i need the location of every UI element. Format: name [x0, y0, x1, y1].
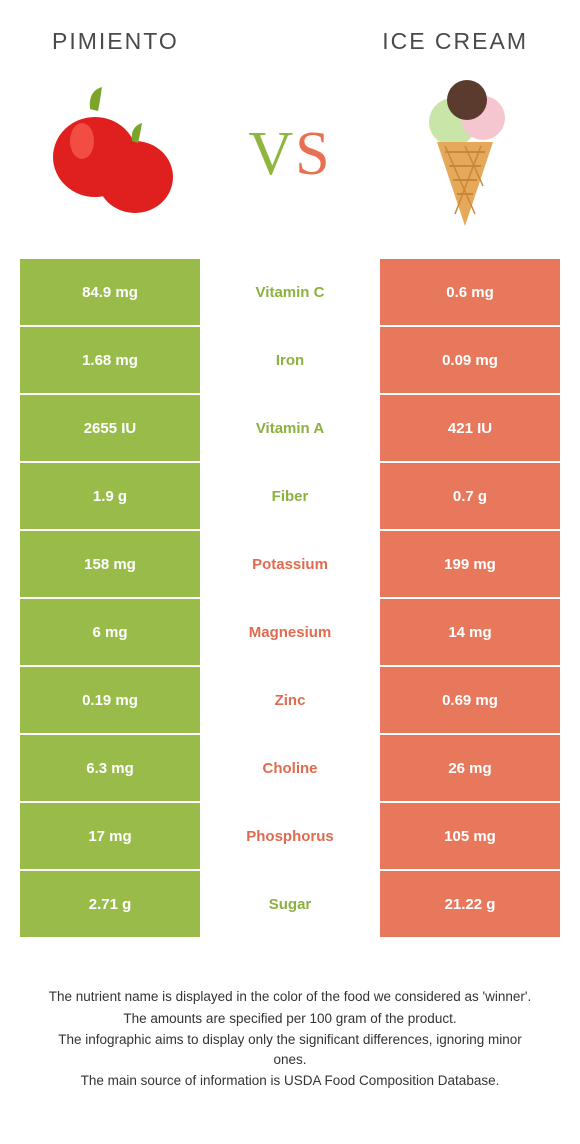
footer-line: The nutrient name is displayed in the co… [40, 987, 540, 1007]
title-left: PIMIENTO [52, 28, 179, 55]
value-right: 0.69 mg [380, 667, 560, 733]
nutrient-name: Fiber [200, 463, 380, 529]
nutrient-name: Zinc [200, 667, 380, 733]
table-row: 6 mgMagnesium14 mg [20, 599, 560, 665]
value-left: 17 mg [20, 803, 200, 869]
value-right: 105 mg [380, 803, 560, 869]
footer-line: The infographic aims to display only the… [40, 1030, 540, 1069]
value-right: 0.7 g [380, 463, 560, 529]
table-row: 0.19 mgZinc0.69 mg [20, 667, 560, 733]
nutrient-name: Vitamin C [200, 259, 380, 325]
value-right: 421 IU [380, 395, 560, 461]
value-left: 6 mg [20, 599, 200, 665]
infographic: PIMIENTO ICE CREAM VS [0, 0, 580, 1091]
value-left: 1.9 g [20, 463, 200, 529]
nutrient-name: Phosphorus [200, 803, 380, 869]
nutrient-name: Magnesium [200, 599, 380, 665]
footer-line: The main source of information is USDA F… [40, 1071, 540, 1091]
value-right: 0.6 mg [380, 259, 560, 325]
footer-line: The amounts are specified per 100 gram o… [40, 1009, 540, 1029]
nutrient-name: Vitamin A [200, 395, 380, 461]
value-right: 21.22 g [380, 871, 560, 937]
table-row: 17 mgPhosphorus105 mg [20, 803, 560, 869]
value-right: 26 mg [380, 735, 560, 801]
value-left: 0.19 mg [20, 667, 200, 733]
value-left: 1.68 mg [20, 327, 200, 393]
icecream-image [390, 79, 540, 229]
nutrient-name: Iron [200, 327, 380, 393]
icecream-icon [405, 74, 525, 234]
value-right: 199 mg [380, 531, 560, 597]
value-left: 6.3 mg [20, 735, 200, 801]
value-left: 158 mg [20, 531, 200, 597]
nutrient-name: Potassium [200, 531, 380, 597]
value-left: 2.71 g [20, 871, 200, 937]
nutrient-table: 84.9 mgVitamin C0.6 mg1.68 mgIron0.09 mg… [0, 259, 580, 937]
pimiento-image [40, 79, 190, 229]
title-row: PIMIENTO ICE CREAM [0, 0, 580, 73]
table-row: 84.9 mgVitamin C0.6 mg [20, 259, 560, 325]
value-left: 84.9 mg [20, 259, 200, 325]
footer-notes: The nutrient name is displayed in the co… [0, 939, 580, 1091]
value-right: 14 mg [380, 599, 560, 665]
vs-v: V [248, 120, 295, 188]
table-row: 6.3 mgCholine26 mg [20, 735, 560, 801]
nutrient-name: Sugar [200, 871, 380, 937]
table-row: 1.68 mgIron0.09 mg [20, 327, 560, 393]
table-row: 1.9 gFiber0.7 g [20, 463, 560, 529]
value-right: 0.09 mg [380, 327, 560, 393]
vs-label: VS [248, 119, 331, 190]
table-row: 158 mgPotassium199 mg [20, 531, 560, 597]
vs-row: VS [0, 73, 580, 259]
table-row: 2655 IUVitamin A421 IU [20, 395, 560, 461]
pepper-icon [40, 79, 190, 229]
table-row: 2.71 gSugar21.22 g [20, 871, 560, 937]
vs-s: S [295, 120, 331, 188]
nutrient-name: Choline [200, 735, 380, 801]
value-left: 2655 IU [20, 395, 200, 461]
title-right: ICE CREAM [382, 28, 528, 55]
